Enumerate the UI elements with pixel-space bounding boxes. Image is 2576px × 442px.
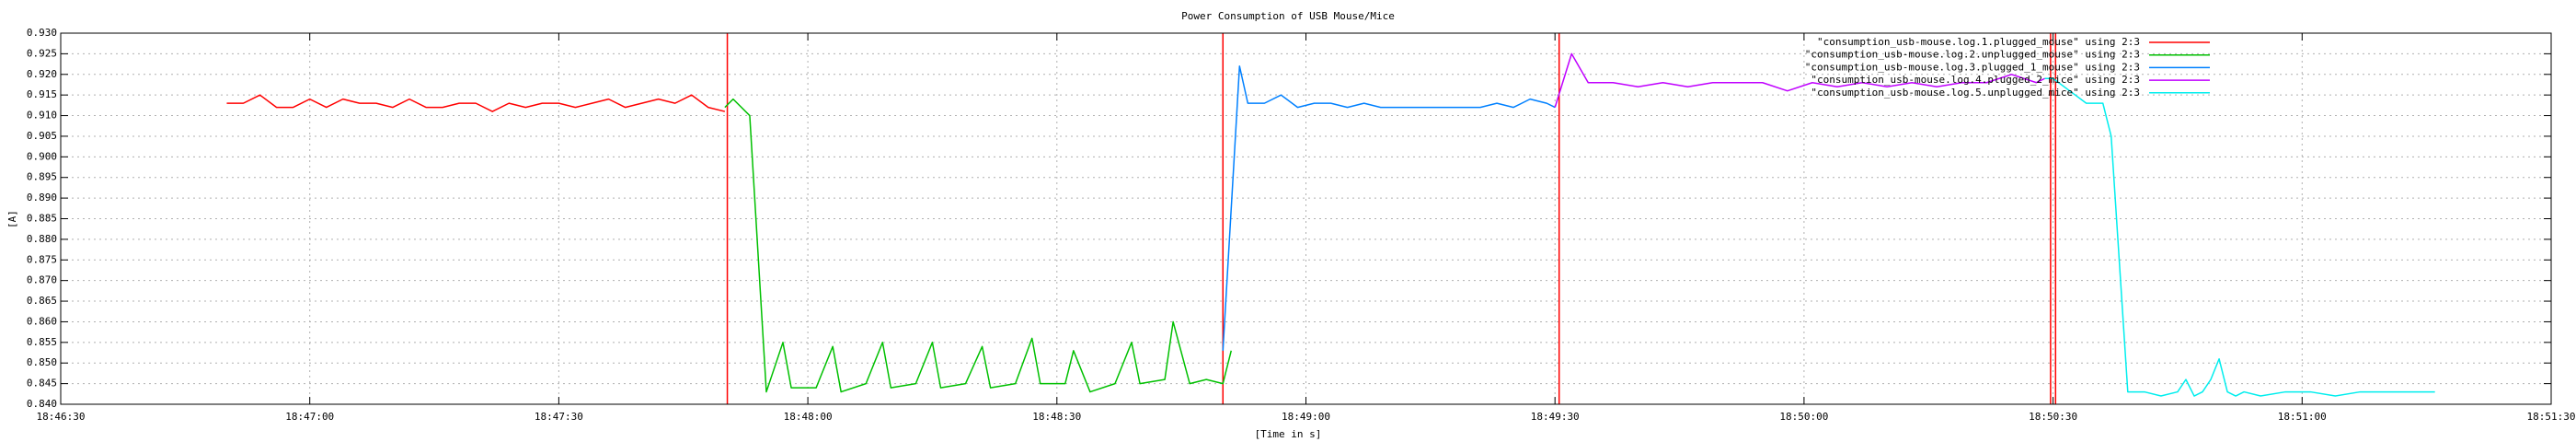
series-line bbox=[724, 98, 1233, 393]
x-tick-label: 18:47:00 bbox=[285, 411, 334, 423]
y-tick-label: 0.845 bbox=[27, 378, 57, 390]
x-tick-label: 18:48:30 bbox=[1032, 411, 1081, 423]
legend-label: "consumption_usb-mouse.log.2.unplugged_m… bbox=[1805, 49, 2140, 61]
x-tick-label: 18:48:00 bbox=[784, 411, 833, 423]
y-tick-label: 0.840 bbox=[27, 398, 57, 410]
y-tick-label: 0.920 bbox=[27, 68, 57, 80]
x-axis-label: [Time in s] bbox=[1255, 428, 1322, 440]
y-tick-label: 0.860 bbox=[27, 315, 57, 327]
y-tick-label: 0.850 bbox=[27, 356, 57, 368]
x-tick-label: 18:51:00 bbox=[2278, 411, 2327, 423]
legend-label: "consumption_usb-mouse.log.1.plugged_mou… bbox=[1817, 36, 2140, 48]
x-tick-label: 18:46:30 bbox=[37, 411, 86, 423]
y-tick-label: 0.890 bbox=[27, 192, 57, 204]
y-tick-label: 0.865 bbox=[27, 295, 57, 307]
chart-title: Power Consumption of USB Mouse/Mice bbox=[1181, 10, 1395, 22]
x-tick-label: 18:47:30 bbox=[535, 411, 583, 423]
x-tick-label: 18:50:30 bbox=[2029, 411, 2077, 423]
y-tick-label: 0.900 bbox=[27, 150, 57, 162]
x-tick-label: 18:49:00 bbox=[1282, 411, 1330, 423]
y-tick-label: 0.870 bbox=[27, 274, 57, 286]
y-tick-label: 0.905 bbox=[27, 130, 57, 142]
x-tick-label: 18:50:00 bbox=[1779, 411, 1828, 423]
y-tick-label: 0.925 bbox=[27, 47, 57, 59]
y-tick-label: 0.930 bbox=[27, 27, 57, 39]
series-line bbox=[1222, 65, 1556, 351]
y-tick-label: 0.880 bbox=[27, 233, 57, 245]
y-tick-label: 0.895 bbox=[27, 171, 57, 183]
legend-label: "consumption_usb-mouse.log.3.plugged_1_m… bbox=[1805, 61, 2140, 73]
x-tick-label: 18:49:30 bbox=[1531, 411, 1580, 423]
y-tick-label: 0.885 bbox=[27, 213, 57, 225]
y-tick-label: 0.910 bbox=[27, 110, 57, 122]
series-line bbox=[2044, 77, 2435, 397]
y-tick-label: 0.855 bbox=[27, 336, 57, 348]
series-line bbox=[226, 94, 726, 112]
y-axis-label: [A] bbox=[6, 210, 18, 228]
y-tick-label: 0.915 bbox=[27, 88, 57, 100]
legend-label: "consumption_usb-mouse.log.5.unplugged_m… bbox=[1811, 87, 2140, 99]
legend-label: "consumption_usb-mouse.log.4.plugged_2_m… bbox=[1811, 74, 2140, 86]
plot-frame bbox=[60, 32, 2552, 405]
y-tick-label: 0.875 bbox=[27, 253, 57, 265]
x-tick-label: 18:51:30 bbox=[2527, 411, 2576, 423]
series-line bbox=[1554, 52, 2045, 108]
